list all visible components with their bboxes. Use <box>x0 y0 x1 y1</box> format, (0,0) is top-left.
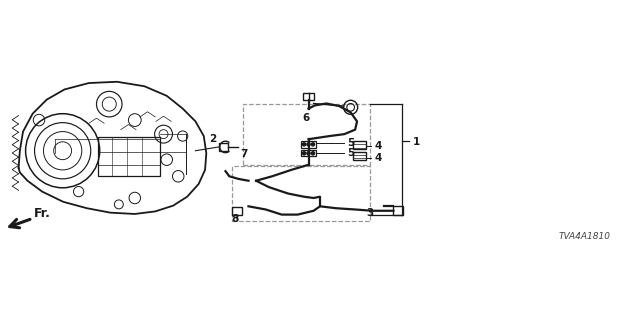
Text: 4: 4 <box>374 153 381 164</box>
Circle shape <box>303 143 306 146</box>
Bar <box>303 93 314 100</box>
Circle shape <box>307 152 310 155</box>
Text: 1: 1 <box>413 137 420 148</box>
Bar <box>219 143 228 151</box>
Bar <box>243 104 370 165</box>
Circle shape <box>312 152 315 155</box>
Bar <box>98 137 161 176</box>
Bar <box>301 141 316 148</box>
Text: 3: 3 <box>366 208 373 218</box>
Text: 4: 4 <box>374 140 381 151</box>
Bar <box>301 150 316 156</box>
Text: 7: 7 <box>240 149 248 159</box>
Bar <box>232 166 370 221</box>
Text: Fr.: Fr. <box>34 207 51 220</box>
Text: 6: 6 <box>302 113 309 123</box>
Text: 8: 8 <box>232 214 239 224</box>
Bar <box>232 207 242 215</box>
Text: TVA4A1810: TVA4A1810 <box>559 232 611 241</box>
Bar <box>353 152 366 160</box>
Text: 5: 5 <box>347 138 354 148</box>
Bar <box>353 141 366 149</box>
Text: 5: 5 <box>347 148 354 158</box>
Bar <box>394 206 403 215</box>
Text: 2: 2 <box>209 134 216 144</box>
Circle shape <box>312 143 315 146</box>
Circle shape <box>307 143 310 146</box>
Circle shape <box>303 152 306 155</box>
